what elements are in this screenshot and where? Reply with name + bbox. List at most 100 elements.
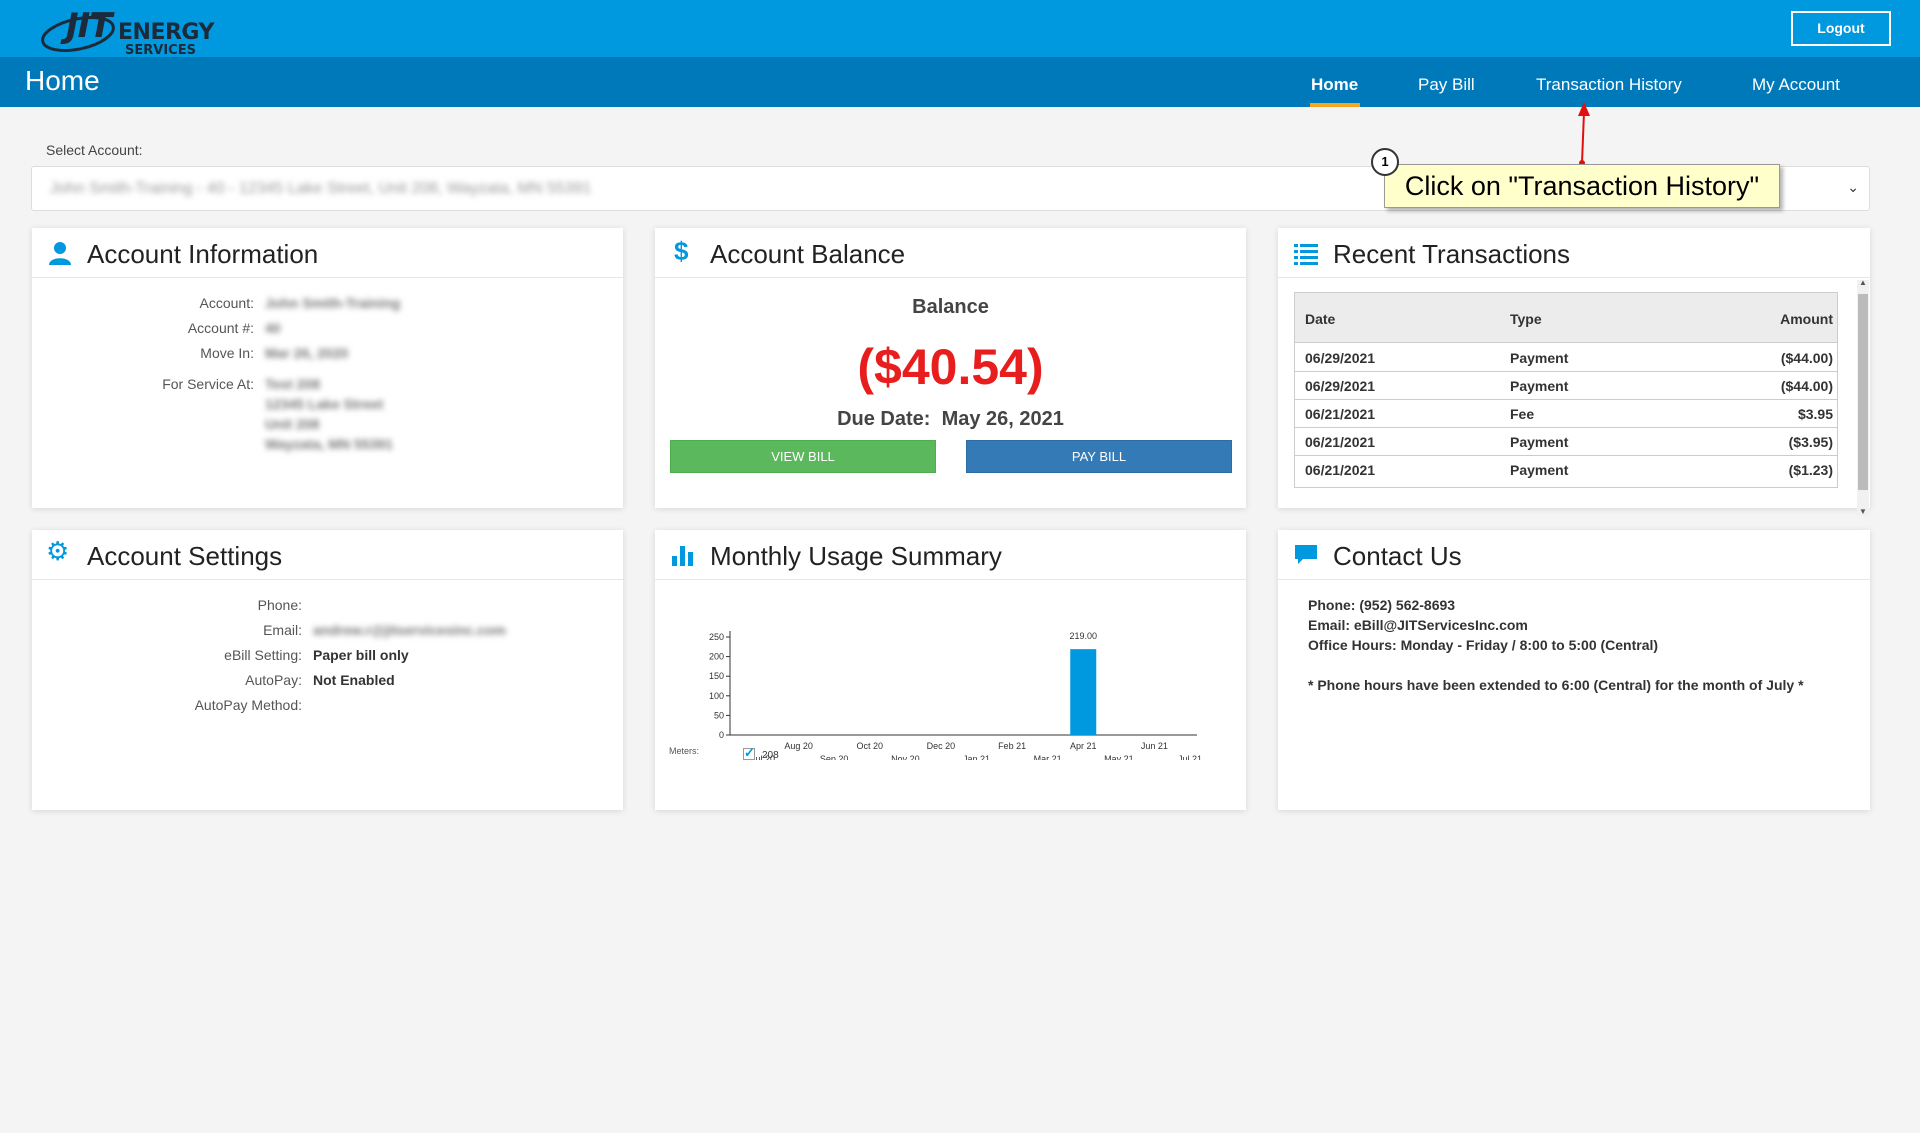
panel-header: $ Account Balance: [655, 228, 1246, 278]
scroll-thumb[interactable]: [1858, 294, 1868, 490]
panel-title: Account Settings: [87, 541, 283, 571]
tx-amount: $3.95: [1797, 406, 1833, 422]
usage-bar: [1070, 649, 1097, 735]
y-tick-label: 200: [709, 652, 724, 662]
checkmark-icon: ✓: [744, 745, 755, 760]
top-bar: JIT ENERGY SERVICES Logout: [0, 0, 1920, 58]
contact-email[interactable]: Email: eBill@JITServicesInc.com: [1308, 617, 1528, 633]
user-icon: [49, 242, 71, 265]
annotation-callout: Click on "Transaction History": [1384, 164, 1780, 208]
service-address-line: Wayzata, MN 55391: [265, 436, 393, 452]
account-select-value: John Smith-Training - 40 - 12345 Lake St…: [50, 180, 592, 197]
x-tick-label: Mar 21: [1034, 754, 1062, 760]
phone-label: Phone:: [257, 597, 302, 613]
panel-header: Account Information: [32, 228, 623, 278]
x-tick-label: Feb 21: [998, 741, 1026, 751]
company-logo[interactable]: JIT ENERGY SERVICES: [40, 6, 230, 58]
meter-checkbox[interactable]: ✓: [743, 745, 755, 760]
monthly-usage-panel: Monthly Usage Summary 0 50 100 150 200 250 Jul…: [655, 530, 1246, 810]
x-tick-label: Jun 21: [1141, 741, 1168, 751]
chat-bubble-icon: [1295, 545, 1317, 564]
tx-amount: ($1.23): [1788, 462, 1833, 478]
balance-amount: ($40.54): [857, 339, 1044, 395]
ebill-setting-value: Paper bill only: [313, 647, 409, 663]
due-date: Due Date: May 26, 2021: [655, 408, 1246, 431]
y-tick-label: 150: [709, 671, 724, 681]
table-header: Date Type Amount: [1295, 293, 1837, 343]
chevron-down-icon: ⌄: [1847, 179, 1859, 195]
due-date-value: May 26, 2021: [941, 408, 1064, 430]
bar-chart-icon: [672, 546, 693, 566]
dollar-icon: $: [674, 236, 689, 266]
column-header-amount[interactable]: Amount: [1780, 311, 1833, 327]
pay-bill-button[interactable]: PAY BILL: [966, 440, 1232, 473]
panel-header: ⚙ Account Settings: [32, 530, 623, 580]
x-tick-label: Nov 20: [891, 754, 920, 760]
y-tick-label: 0: [719, 730, 724, 740]
panel-header: Monthly Usage Summary: [655, 530, 1246, 580]
email-label: Email:: [263, 622, 302, 638]
table-row: 06/21/2021 Payment ($3.95): [1295, 428, 1837, 456]
panel-title: Account Information: [87, 239, 319, 269]
transactions-table: Date Type Amount 06/29/2021 Payment ($44…: [1294, 292, 1838, 488]
account-value: John Smith-Training: [265, 295, 401, 311]
annotation-arrow-icon: [1578, 102, 1590, 166]
ebill-setting-label: eBill Setting:: [224, 647, 302, 663]
table-row: 06/21/2021 Payment ($1.23): [1295, 456, 1837, 484]
tx-amount: ($44.00): [1780, 378, 1833, 394]
page-title: Home: [25, 65, 100, 96]
annotation-step-badge: 1: [1371, 148, 1399, 176]
service-address-line: Unit 208: [265, 416, 320, 432]
contact-hours: Office Hours: Monday - Friday / 8:00 to …: [1308, 637, 1659, 653]
column-header-type[interactable]: Type: [1510, 311, 1542, 327]
x-tick-label: Jan 21: [963, 754, 990, 760]
panel-title: Account Balance: [710, 239, 906, 269]
x-tick-label: Sep 20: [820, 754, 849, 760]
x-tick-label: Aug 20: [784, 741, 813, 751]
nav-pay-bill[interactable]: Pay Bill: [1418, 75, 1475, 94]
logout-button[interactable]: Logout: [1791, 11, 1891, 46]
autopay-method-label: AutoPay Method:: [194, 697, 302, 713]
logo-text-services: SERVICES: [125, 43, 196, 58]
tx-type: Fee: [1510, 406, 1535, 422]
account-number-label: Account #:: [187, 320, 254, 336]
autopay-value: Not Enabled: [313, 672, 395, 688]
balance-heading: Balance: [912, 296, 989, 318]
nav-transaction-history[interactable]: Transaction History: [1536, 75, 1682, 94]
move-in-value: Mar 26, 2020: [265, 345, 349, 361]
transactions-scrollbar[interactable]: ▲ ▼: [1857, 278, 1869, 516]
logo-swoosh-icon: [41, 16, 115, 52]
contact-note: * Phone hours have been extended to 6:00…: [1308, 677, 1804, 693]
select-account-label: Select Account:: [46, 142, 143, 158]
account-number-value: 40: [265, 320, 281, 336]
x-tick-label: Oct 20: [856, 741, 883, 751]
tx-type: Payment: [1510, 378, 1569, 394]
tx-date: 06/29/2021: [1305, 378, 1376, 394]
x-tick-label: Apr 21: [1070, 741, 1097, 751]
nav-bar: Home Home Pay Bill Transaction History M…: [0, 57, 1920, 107]
contact-us-panel: Contact Us Phone: (952) 562-8693 Email: …: [1278, 530, 1870, 810]
autopay-label: AutoPay:: [245, 672, 302, 688]
x-tick-label: Jul 20: [751, 754, 775, 760]
panel-title: Monthly Usage Summary: [710, 541, 1002, 571]
tx-date: 06/21/2021: [1305, 406, 1376, 422]
account-settings-panel: ⚙ Account Settings Phone: Email: andrew.…: [32, 530, 623, 810]
nav-home[interactable]: Home: [1311, 75, 1359, 94]
x-tick-label: Jul 21: [1178, 754, 1202, 760]
scroll-down-icon[interactable]: ▼: [1859, 507, 1867, 516]
bar-data-label: 219.00: [1069, 631, 1097, 641]
service-address-label: For Service At:: [162, 376, 254, 392]
service-address-line: 12345 Lake Street: [265, 396, 384, 412]
meters-label: Meters:: [669, 746, 700, 756]
scroll-up-icon[interactable]: ▲: [1859, 278, 1867, 287]
panel-title: Contact Us: [1333, 541, 1462, 571]
panel-header: Contact Us: [1278, 530, 1870, 580]
column-header-date[interactable]: Date: [1305, 311, 1336, 327]
nav-my-account[interactable]: My Account: [1752, 75, 1840, 94]
logo-text-energy: ENERGY: [118, 20, 214, 45]
recent-transactions-panel: Recent Transactions Date Type Amount 06/…: [1278, 228, 1870, 516]
account-label: Account:: [199, 295, 254, 311]
email-value: andrew.r@jitservicesinc.com: [313, 622, 506, 638]
view-bill-button[interactable]: VIEW BILL: [670, 440, 936, 473]
tx-date: 06/21/2021: [1305, 462, 1376, 478]
